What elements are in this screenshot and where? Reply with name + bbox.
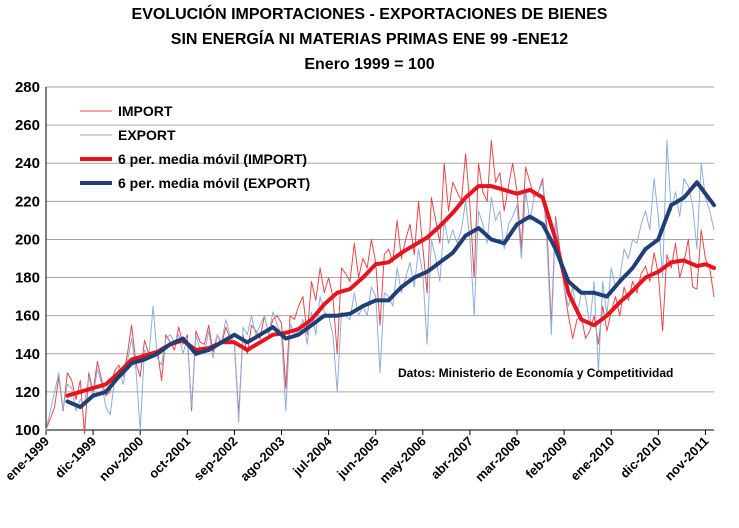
legend-label-import: IMPORT [118,103,173,119]
legend-label-export-ma: 6 per. media móvil (EXPORT) [118,175,310,191]
series-line-3 [65,180,716,410]
legend: IMPORT EXPORT 6 per. media móvil (IMPORT… [80,103,310,191]
series-layer [45,139,716,435]
chart-title-line-2: SIN ENERGÍA NI MATERIAS PRIMAS ENE 99 -E… [170,31,569,48]
legend-label-import-ma: 6 per. media móvil (IMPORT) [118,151,307,167]
x-tick-label: sep-2002 [191,434,241,484]
y-tick-label: 180 [15,270,40,287]
x-tick-label: nov-2000 [96,434,146,484]
x-tick-label: ene-1999 [2,434,52,484]
x-tick-label: nov-2011 [662,434,712,484]
y-tick-label: 120 [15,384,40,401]
x-tick-label: oct-2001 [146,434,194,482]
x-tick-label: feb-2009 [522,434,570,482]
y-tick-label: 160 [15,308,40,325]
legend-label-export: EXPORT [118,127,176,143]
x-tick-label: dic-2010 [617,434,664,481]
chart-title-line-3: Enero 1999 = 100 [304,56,435,73]
x-tick-label: abr-2007 [428,434,476,482]
x-tick-label: dic-1999 [52,434,99,481]
x-tick-label: jun-2005 [333,434,382,483]
x-tick-label: may-2006 [376,434,429,487]
x-tick-label: ago-2003 [237,434,287,484]
x-tick-label: jul-2004 [289,433,335,479]
x-tick-label: mar-2008 [472,434,523,485]
y-tick-label: 200 [15,231,40,248]
y-tick-label: 220 [15,193,40,210]
y-tick-label: 100 [15,422,40,439]
y-tick-label: 260 [15,117,40,134]
y-tick-label: 240 [15,155,40,172]
series-line-2 [65,184,716,398]
x-tick-label: ene-2010 [567,434,617,484]
source-annotation: Datos: Ministerio de Economía y Competit… [398,366,673,380]
y-tick-label: 280 [15,79,40,96]
series-line-1 [45,139,715,431]
y-tick-label: 140 [15,346,40,363]
chart-title-line-1: EVOLUCIÓN IMPORTACIONES - EXPORTACIONES … [131,6,608,23]
